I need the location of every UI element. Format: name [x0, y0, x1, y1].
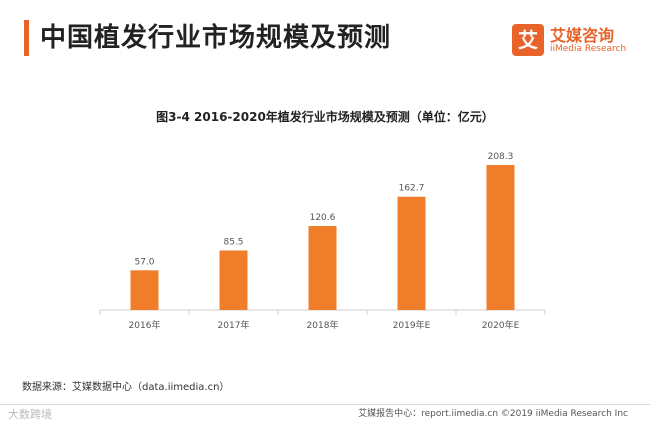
data-label-4: 208.3: [488, 152, 514, 162]
logo-name-cn: 艾媒咨询: [550, 26, 615, 45]
bar-4: [486, 165, 515, 310]
logo-mark-icon: 艾: [512, 24, 544, 56]
iimedia-logo: 艾 艾媒咨询 iiMedia Research: [512, 22, 630, 62]
category-label-0: 2016年: [129, 319, 161, 331]
category-label-2: 2018年: [307, 319, 339, 331]
bar-0: [130, 270, 159, 310]
data-source: 数据来源：艾媒数据中心（data.iimedia.cn）: [22, 382, 230, 393]
category-label-4: 2020年E: [482, 319, 520, 331]
page-title: 中国植发行业市场规模及预测: [40, 23, 392, 53]
title-accent-bar: [24, 20, 29, 56]
category-label-1: 2017年: [218, 319, 250, 331]
data-label-3: 162.7: [399, 184, 425, 194]
chart-title: 图3-4 2016-2020年植发行业市场规模及预测（单位：亿元）: [156, 110, 494, 124]
category-label-3: 2019年E: [393, 319, 431, 331]
data-label-0: 57.0: [134, 257, 154, 267]
bar-1: [219, 250, 248, 310]
data-label-2: 120.6: [310, 213, 336, 223]
footer-divider: [0, 404, 650, 405]
data-label-1: 85.5: [223, 237, 243, 247]
logo-name-en: iiMedia Research: [550, 44, 627, 54]
bar-2: [308, 226, 337, 310]
watermark: 大数跨境: [8, 408, 52, 421]
footer-copyright: 艾媒报告中心：report.iimedia.cn ©2019 iiMedia R…: [358, 409, 628, 419]
bar-3: [397, 196, 426, 310]
